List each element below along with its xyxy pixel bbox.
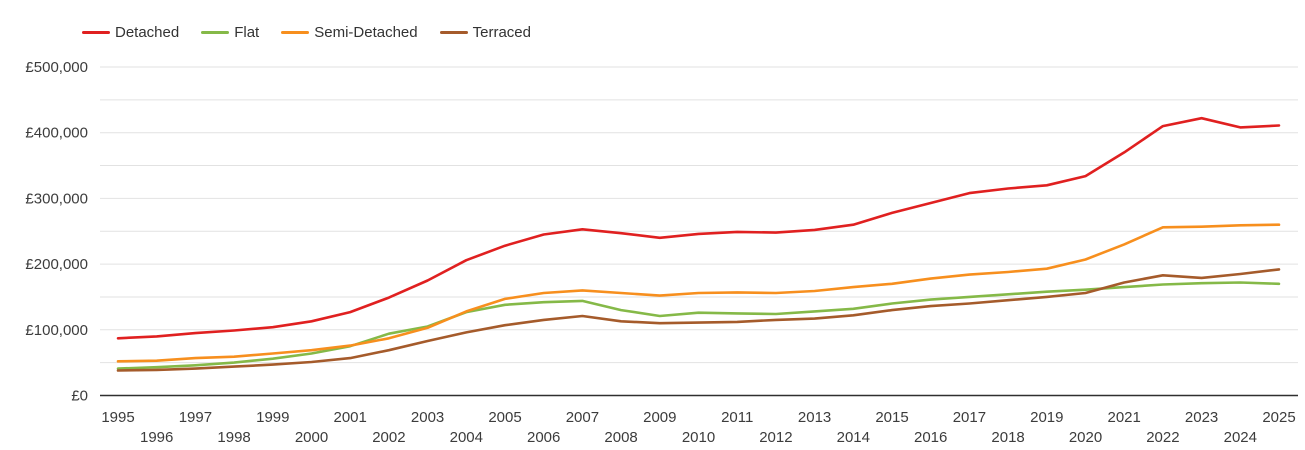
legend-line-swatch-semi-detached [281,31,310,34]
legend-item-flat: Flat [201,25,259,40]
x-axis-label: 2014 [837,429,870,446]
x-axis-label: 1996 [140,429,173,446]
y-axis-label: £100,000 [25,322,88,339]
x-axis-label: 2007 [566,409,599,426]
x-axis-label: 2022 [1146,429,1179,446]
legend-item-semi-detached: Semi-Detached [281,24,418,41]
x-axis-label: 2018 [991,429,1024,446]
legend-label-flat: Flat [234,24,260,41]
legend-item-detached: Detached [82,25,179,40]
series-line-flat [116,281,1281,370]
x-axis-label: 2016 [914,429,947,446]
x-axis-label: 2004 [450,429,483,446]
legend-label-terraced: Terraced [472,24,531,41]
x-axis-label: 1998 [217,429,250,446]
x-axis-label: 2002 [372,429,405,446]
legend-line-swatch-terraced [439,31,468,34]
x-axis-label: 2005 [488,409,521,426]
y-axis-label: £200,000 [25,256,88,273]
x-axis-label: 2003 [411,409,444,426]
series-line-terraced [116,268,1281,372]
x-axis-label: 2006 [527,429,560,446]
x-axis-label: 2013 [798,409,831,426]
x-axis-label: 2024 [1224,429,1257,446]
legend-item-terraced: Terraced [439,24,531,41]
x-axis-label: 2009 [643,409,676,426]
x-axis-label: 2000 [295,429,328,446]
y-axis-label: £300,000 [25,190,88,207]
x-axis-label: 2008 [604,429,637,446]
x-axis-label: 2010 [682,429,715,446]
legend-line-swatch-detached [82,31,110,34]
legend-label-detached: Detached [115,24,180,41]
series-line-detached [116,116,1281,340]
x-axis-label: 2015 [875,409,908,426]
legend-line-swatch-flat [201,31,230,34]
y-axis-label: £400,000 [25,125,88,142]
x-axis-label: 2019 [1030,409,1063,426]
y-axis-label: £500,000 [25,59,88,76]
x-axis-label: 2023 [1185,409,1218,426]
chart-legend: Detached Flat Semi-Detached Terraced [82,25,531,40]
x-axis-label: 2001 [334,409,367,426]
x-axis-label: 2017 [953,409,986,426]
x-axis-label: 2012 [759,429,792,446]
y-axis-label: £0 [71,388,88,405]
x-axis-label: 2021 [1108,409,1141,426]
x-axis-label: 1995 [101,409,134,426]
x-axis-label: 1999 [256,409,289,426]
x-axis-label: 2025 [1262,409,1295,426]
series-line-semi-detached [116,223,1281,363]
legend-label-semi-detached: Semi-Detached [314,24,418,41]
x-axis-label: 1997 [179,409,212,426]
x-axis-label: 2011 [721,409,753,426]
x-axis-label: 2020 [1069,429,1102,446]
